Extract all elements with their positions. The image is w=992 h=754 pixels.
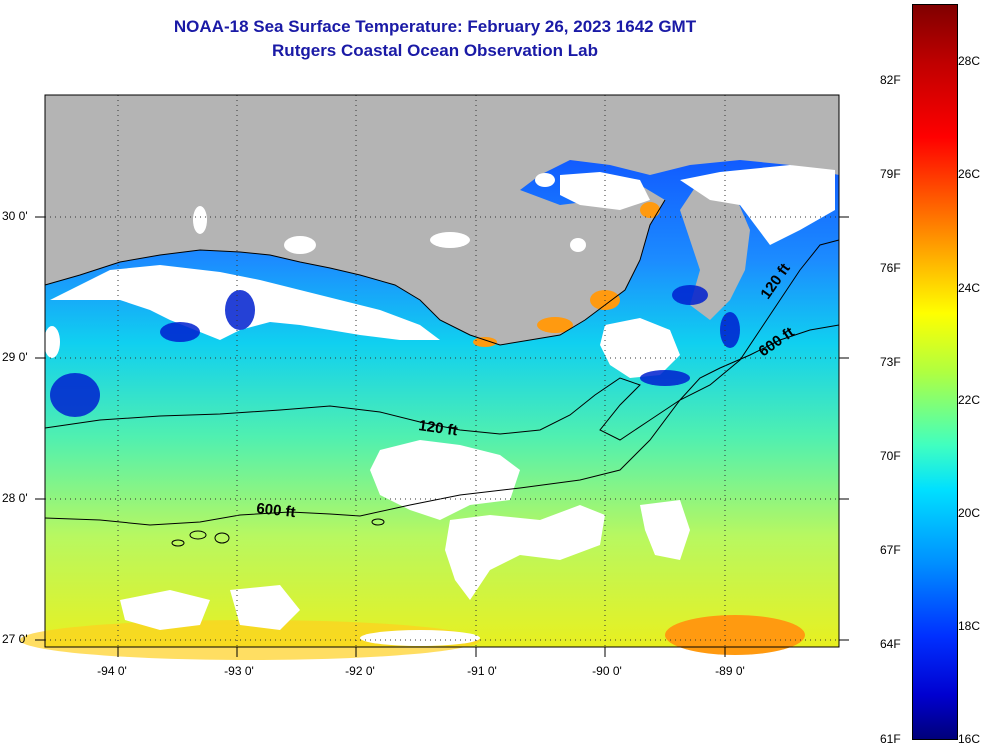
cb-c-24: 24C [958,281,981,295]
cb-f-79: 79F [880,167,901,181]
cold-patches [50,285,740,417]
temperature-colorbar [912,4,958,740]
contour-label-120-west: 120 ft [417,417,458,439]
cloud-cover [44,165,835,646]
map-title: NOAA-18 Sea Surface Temperature: Februar… [173,17,697,36]
cb-f-70: 70F [880,449,901,463]
cb-c-18: 18C [958,619,981,633]
lat-label-27: 27 0' [2,632,28,646]
land-delta [680,180,750,320]
lon-label-92: -92 0' [345,664,375,678]
cb-c-22: 22C [958,393,981,407]
cb-c-16: 16C [958,732,981,746]
lon-label-94: -94 0' [97,664,127,678]
cb-f-67: 67F [880,543,901,557]
graticule [45,95,839,647]
contour-120ft [44,239,840,441]
contour-label-600-west: 600 ft [256,500,297,521]
coastline [44,199,666,346]
cb-f-76: 76F [880,261,901,275]
cb-f-73: 73F [880,355,901,369]
lon-label-89: -89 0' [715,664,745,678]
cb-f-61: 61F [880,732,901,746]
lon-label-93: -93 0' [224,664,254,678]
map-subtitle: Rutgers Coastal Ocean Observation Lab [272,41,598,60]
lat-label-28: 28 0' [2,491,28,505]
lat-label-29: 29 0' [2,350,28,364]
cb-f-82: 82F [880,73,901,87]
cb-c-28: 28C [958,54,981,68]
contour-600ft [44,324,840,526]
map-frame [44,94,840,648]
lat-label-30: 30 0' [2,209,28,223]
land-mass [45,95,839,345]
lon-label-91: -91 0' [467,664,497,678]
contour-rings [171,518,385,547]
lon-label-90: -90 0' [592,664,622,678]
cb-c-26: 26C [958,167,981,181]
cb-c-20: 20C [958,506,981,520]
warm-patch-se [665,615,805,655]
axis-ticks [35,216,849,657]
cb-f-64: 64F [880,637,901,651]
